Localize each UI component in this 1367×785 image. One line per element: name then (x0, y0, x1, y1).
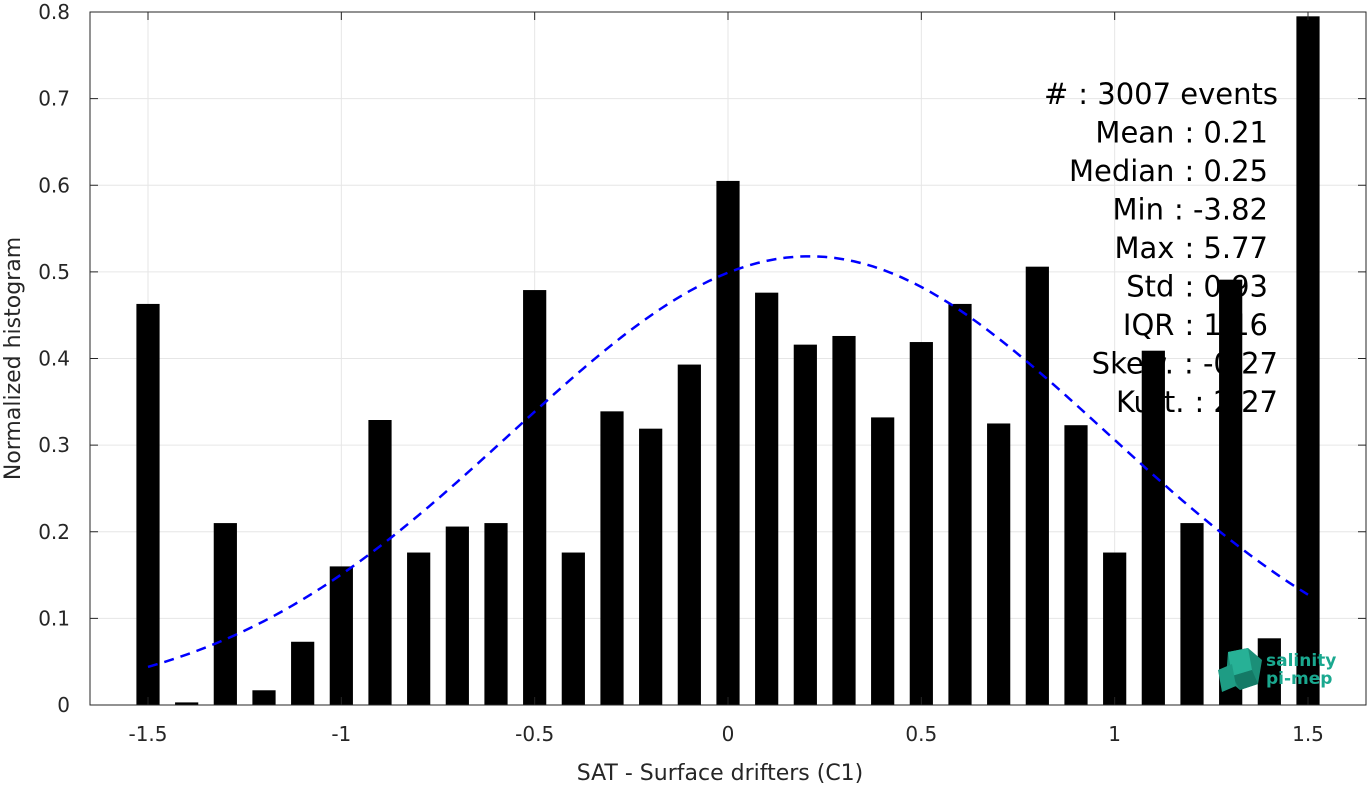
stat-label: IQR (1123, 308, 1175, 342)
bar (291, 641, 315, 705)
y-axis-label: Normalized histogram (1, 237, 26, 480)
bar (871, 417, 895, 705)
bar (1141, 350, 1165, 705)
y-tick-label: 0.8 (38, 0, 70, 24)
stat-value: : 1.16 (1184, 308, 1268, 342)
stat-label: Max (1114, 231, 1174, 265)
bar (175, 702, 199, 705)
y-tick-label: 0.5 (38, 260, 70, 284)
bar (1180, 523, 1204, 705)
bar (1296, 16, 1320, 706)
stat-label: Skew. (1092, 347, 1174, 381)
stat-row: Min : -3.82 (1113, 193, 1269, 227)
x-tick-label: -1.5 (128, 722, 167, 746)
bar (407, 552, 431, 705)
bar (561, 552, 585, 705)
bar (677, 364, 701, 705)
logo-cube-icon (1218, 648, 1262, 692)
stat-row: # : 3007 events (1044, 77, 1278, 111)
x-axis-label: SAT - Surface drifters (C1) (577, 761, 864, 785)
bar (600, 411, 624, 705)
stat-row: IQR : 1.16 (1123, 308, 1268, 342)
bar (1025, 266, 1049, 705)
stat-label: Mean (1095, 116, 1174, 150)
y-tick-label: 0.2 (38, 520, 70, 544)
stat-label: Min (1113, 193, 1164, 227)
bar (252, 690, 276, 705)
bar (948, 303, 972, 705)
y-tick-label: 0.7 (38, 87, 70, 111)
stat-value: : 5.77 (1184, 231, 1268, 265)
logo-text-salinity: salinity (1266, 651, 1336, 671)
logo-text-pimep: pi-mep (1266, 669, 1332, 689)
stat-value: : -0.27 (1184, 347, 1278, 381)
stat-label: Kurt. (1116, 385, 1184, 419)
x-tick-label: -1 (331, 722, 351, 746)
stat-value: : 0.25 (1184, 154, 1268, 188)
x-tick-label: 1.5 (1292, 722, 1324, 746)
y-axis-ticks: 0 0.1 0.2 0.3 0.4 0.5 0.6 0.7 0.8 (38, 0, 1366, 717)
stat-row: Skew. : -0.27 (1092, 347, 1278, 381)
bar (213, 523, 237, 705)
stat-label: Median (1069, 154, 1174, 188)
y-tick-label: 0 (57, 693, 70, 717)
stat-value: : 0.93 (1184, 270, 1268, 304)
x-axis-ticks: -1.5 -1 -0.5 0 0.5 1 1.5 (128, 12, 1324, 746)
y-tick-label: 0.3 (38, 433, 70, 457)
bar (909, 342, 933, 705)
bar (987, 423, 1011, 705)
bar (484, 523, 508, 705)
bar (136, 303, 160, 705)
stat-value: : 2.27 (1194, 385, 1278, 419)
bar (716, 180, 740, 705)
bar (793, 344, 817, 705)
bar (639, 428, 663, 705)
x-tick-label: 0 (722, 722, 735, 746)
stat-row: Max : 5.77 (1114, 231, 1268, 265)
stat-value: : 3007 events (1078, 77, 1278, 111)
stat-row: Std : 0.93 (1126, 270, 1268, 304)
bar (755, 292, 779, 705)
x-tick-label: 1 (1108, 722, 1121, 746)
bar-series (136, 16, 1320, 706)
bar (445, 526, 469, 705)
salinity-pimep-logo: salinity pi-mep (1218, 648, 1336, 692)
x-tick-label: -0.5 (515, 722, 554, 746)
stat-row: Mean : 0.21 (1095, 116, 1268, 150)
bar (329, 566, 353, 705)
bar (832, 335, 856, 705)
stat-row: Kurt. : 2.27 (1116, 385, 1278, 419)
bar (1103, 552, 1127, 705)
stat-value: : 0.21 (1184, 116, 1268, 150)
bar (368, 420, 392, 705)
stat-label: Std (1126, 270, 1174, 304)
x-tick-label: 0.5 (905, 722, 937, 746)
stat-value: : -3.82 (1174, 193, 1268, 227)
y-tick-label: 0.1 (38, 606, 70, 630)
stat-row: Median : 0.25 (1069, 154, 1268, 188)
bar (523, 290, 547, 705)
stat-label: # (1044, 77, 1068, 111)
stats-annotation: # : 3007 events Mean : 0.21 Median : 0.25 Min… (1044, 77, 1278, 419)
bar (1219, 279, 1243, 705)
y-tick-label: 0.4 (38, 347, 70, 371)
bar (1257, 638, 1281, 705)
y-tick-label: 0.6 (38, 173, 70, 197)
bar (1064, 425, 1088, 705)
